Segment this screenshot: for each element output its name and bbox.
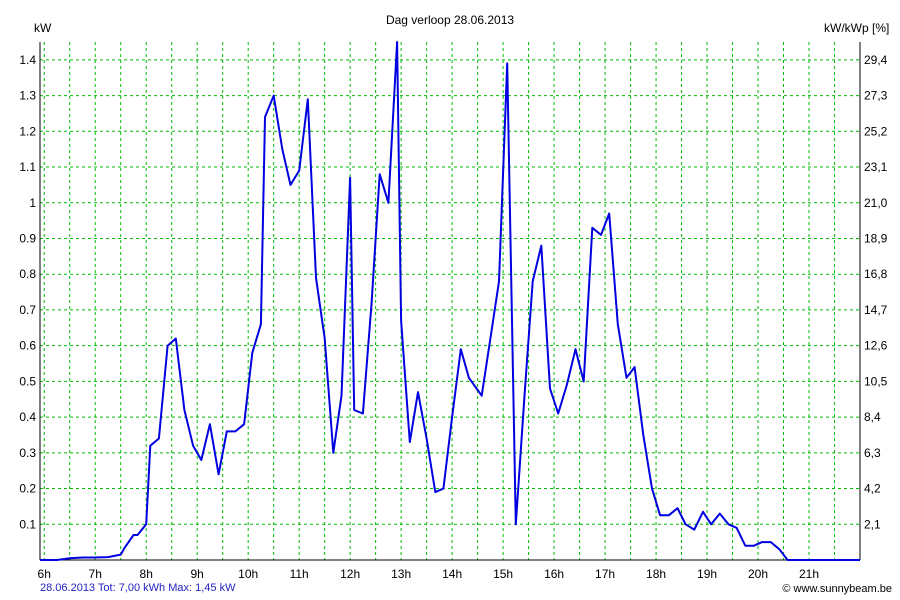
- tick-labels: 0.1 2,1 0.2 4,2 0.3 6,3 0.4 8,4 0.5 10,5 0.6 12,6 0.…: [19, 53, 887, 581]
- x-tick-label: 8h: [140, 567, 153, 581]
- x-tick-label: 11h: [290, 567, 309, 581]
- x-tick-label: 18h: [646, 567, 666, 581]
- x-tick-label: 21h: [799, 567, 819, 581]
- y-tick-label: 1: [29, 196, 36, 210]
- y-tick-label: 0.6: [19, 339, 36, 353]
- y-tick-label: 0.1: [19, 517, 36, 531]
- series-group: [40, 41, 860, 561]
- power-series-line: [40, 41, 860, 561]
- y-tick-label: 1.4: [19, 53, 36, 67]
- y-right-tick-label: 8,4: [864, 410, 881, 424]
- x-tick-label: 13h: [391, 567, 411, 581]
- chart-title: Dag verloop 28.06.2013: [386, 13, 514, 27]
- axes: [39, 42, 861, 561]
- x-tick-label: 15h: [493, 567, 513, 581]
- y-right-tick-label: 2,1: [864, 517, 881, 531]
- x-tick-label: 12h: [340, 567, 360, 581]
- y-tick-label: 1.2: [19, 124, 36, 138]
- x-tick-label: 19h: [697, 567, 717, 581]
- y-tick-label: 0.3: [19, 446, 36, 460]
- x-tick-label: 6h: [38, 567, 51, 581]
- y-right-tick-label: 27,3: [864, 89, 888, 103]
- y-axis-left-label: kW: [34, 21, 52, 35]
- x-tick-label: 16h: [544, 567, 564, 581]
- x-tick-label: 17h: [595, 567, 615, 581]
- x-tick-label: 20h: [748, 567, 768, 581]
- y-right-tick-label: 14,7: [864, 303, 888, 317]
- y-right-tick-label: 18,9: [864, 231, 888, 245]
- grid: [40, 42, 860, 560]
- x-tick-label: 10h: [238, 567, 258, 581]
- x-tick-label: 7h: [89, 567, 102, 581]
- y-tick-label: 1.1: [19, 160, 36, 174]
- footer-summary: 28.06.2013 Tot: 7,00 kWh Max: 1,45 kW: [40, 582, 236, 594]
- x-tick-label: 9h: [191, 567, 204, 581]
- y-right-tick-label: 23,1: [864, 160, 888, 174]
- y-right-tick-label: 6,3: [864, 446, 881, 460]
- y-right-tick-label: 12,6: [864, 339, 888, 353]
- y-tick-label: 0.5: [19, 374, 36, 388]
- footer-copyright: © www.sunnybeam.be: [782, 583, 892, 595]
- y-tick-label: 1.3: [19, 89, 36, 103]
- y-right-tick-label: 16,8: [864, 267, 888, 281]
- y-right-tick-label: 21,0: [864, 196, 888, 210]
- y-axis-right-label: kW/kWp [%]: [824, 21, 889, 35]
- y-right-tick-label: 25,2: [864, 124, 888, 138]
- y-right-tick-label: 29,4: [864, 53, 888, 67]
- y-right-tick-label: 10,5: [864, 374, 888, 388]
- y-right-tick-label: 4,2: [864, 482, 881, 496]
- y-tick-label: 0.7: [19, 303, 36, 317]
- y-tick-label: 0.2: [19, 482, 36, 496]
- y-tick-label: 0.9: [19, 231, 36, 245]
- y-tick-label: 0.8: [19, 267, 36, 281]
- y-tick-label: 0.4: [19, 410, 36, 424]
- x-tick-label: 14h: [442, 567, 462, 581]
